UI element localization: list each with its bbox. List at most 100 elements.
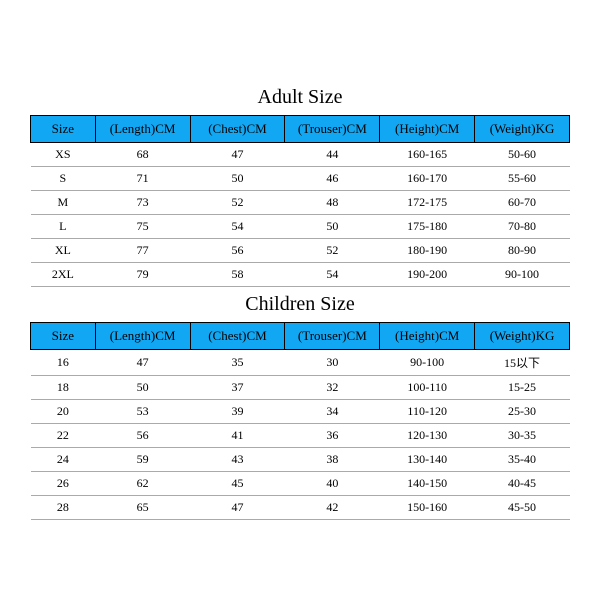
cell: 50: [285, 215, 380, 239]
cell: 18: [31, 376, 96, 400]
table-row: 24 59 43 38 130-140 35-40: [31, 448, 570, 472]
col-trouser: (Trouser)CM: [285, 323, 380, 350]
cell: 150-160: [380, 496, 475, 520]
cell: 175-180: [380, 215, 475, 239]
cell: 37: [190, 376, 285, 400]
cell: XL: [31, 239, 96, 263]
cell: 46: [285, 167, 380, 191]
table-row: XS 68 47 44 160-165 50-60: [31, 143, 570, 167]
cell: 40-45: [475, 472, 570, 496]
table-row: XL 77 56 52 180-190 80-90: [31, 239, 570, 263]
cell: 52: [285, 239, 380, 263]
col-weight: (Weight)KG: [475, 116, 570, 143]
col-chest: (Chest)CM: [190, 323, 285, 350]
cell: 36: [285, 424, 380, 448]
table-row: S 71 50 46 160-170 55-60: [31, 167, 570, 191]
cell: 2XL: [31, 263, 96, 287]
cell: 34: [285, 400, 380, 424]
table-row: 26 62 45 40 140-150 40-45: [31, 472, 570, 496]
table-row: M 73 52 48 172-175 60-70: [31, 191, 570, 215]
table-row: 20 53 39 34 110-120 25-30: [31, 400, 570, 424]
col-weight: (Weight)KG: [475, 323, 570, 350]
col-height: (Height)CM: [380, 116, 475, 143]
children-header-row: Size (Length)CM (Chest)CM (Trouser)CM (H…: [31, 323, 570, 350]
cell: 38: [285, 448, 380, 472]
cell: 47: [190, 496, 285, 520]
table-row: L 75 54 50 175-180 70-80: [31, 215, 570, 239]
cell: 47: [190, 143, 285, 167]
cell: 90-100: [380, 350, 475, 376]
cell: 41: [190, 424, 285, 448]
col-length: (Length)CM: [95, 323, 190, 350]
cell: 73: [95, 191, 190, 215]
cell: 180-190: [380, 239, 475, 263]
cell: 56: [190, 239, 285, 263]
cell: 47: [95, 350, 190, 376]
cell: 56: [95, 424, 190, 448]
table-row: 18 50 37 32 100-110 15-25: [31, 376, 570, 400]
cell: 65: [95, 496, 190, 520]
col-size: Size: [31, 323, 96, 350]
cell: 16: [31, 350, 96, 376]
cell: 32: [285, 376, 380, 400]
cell: 160-165: [380, 143, 475, 167]
cell: 43: [190, 448, 285, 472]
cell: 45: [190, 472, 285, 496]
cell: 53: [95, 400, 190, 424]
cell: 42: [285, 496, 380, 520]
cell: 79: [95, 263, 190, 287]
size-chart: Adult Size Size (Length)CM (Chest)CM (Tr…: [30, 80, 570, 520]
cell: 26: [31, 472, 96, 496]
cell: 190-200: [380, 263, 475, 287]
cell: XS: [31, 143, 96, 167]
cell: 160-170: [380, 167, 475, 191]
col-chest: (Chest)CM: [190, 116, 285, 143]
cell: 20: [31, 400, 96, 424]
cell: 24: [31, 448, 96, 472]
cell: 54: [190, 215, 285, 239]
cell: 35: [190, 350, 285, 376]
cell: 80-90: [475, 239, 570, 263]
cell: 68: [95, 143, 190, 167]
cell: 110-120: [380, 400, 475, 424]
cell: 77: [95, 239, 190, 263]
cell: M: [31, 191, 96, 215]
cell: 120-130: [380, 424, 475, 448]
col-size: Size: [31, 116, 96, 143]
cell: 30: [285, 350, 380, 376]
cell: 62: [95, 472, 190, 496]
cell: 75: [95, 215, 190, 239]
children-table: Size (Length)CM (Chest)CM (Trouser)CM (H…: [30, 322, 570, 520]
col-height: (Height)CM: [380, 323, 475, 350]
cell: 130-140: [380, 448, 475, 472]
cell: 59: [95, 448, 190, 472]
cell: 50: [95, 376, 190, 400]
col-trouser: (Trouser)CM: [285, 116, 380, 143]
cell: 50-60: [475, 143, 570, 167]
cell: 35-40: [475, 448, 570, 472]
cell: 28: [31, 496, 96, 520]
adult-header-row: Size (Length)CM (Chest)CM (Trouser)CM (H…: [31, 116, 570, 143]
cell: 15-25: [475, 376, 570, 400]
cell: 50: [190, 167, 285, 191]
cell: 70-80: [475, 215, 570, 239]
cell: 90-100: [475, 263, 570, 287]
cell: 30-35: [475, 424, 570, 448]
cell: 48: [285, 191, 380, 215]
cell: 60-70: [475, 191, 570, 215]
cell: 44: [285, 143, 380, 167]
cell: S: [31, 167, 96, 191]
cell: 58: [190, 263, 285, 287]
cell: 22: [31, 424, 96, 448]
cell: L: [31, 215, 96, 239]
cell: 140-150: [380, 472, 475, 496]
cell: 39: [190, 400, 285, 424]
adult-title: Adult Size: [30, 80, 570, 115]
cell: 45-50: [475, 496, 570, 520]
table-row: 28 65 47 42 150-160 45-50: [31, 496, 570, 520]
cell: 100-110: [380, 376, 475, 400]
cell: 55-60: [475, 167, 570, 191]
cell: 40: [285, 472, 380, 496]
table-row: 16 47 35 30 90-100 15以下: [31, 350, 570, 376]
children-title: Children Size: [30, 287, 570, 322]
